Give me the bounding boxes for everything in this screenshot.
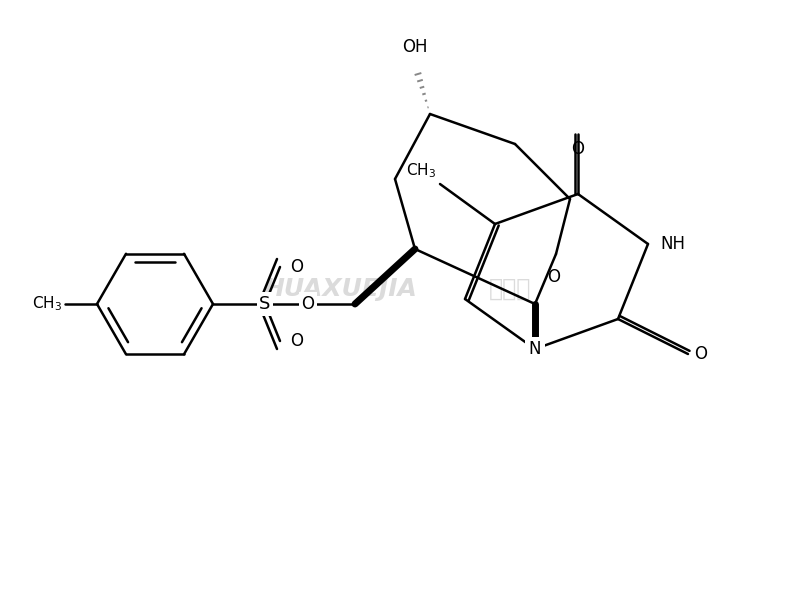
Text: S: S [259, 295, 270, 313]
Text: 化学加: 化学加 [488, 277, 531, 301]
Text: O: O [572, 140, 584, 158]
Text: NH: NH [660, 235, 685, 253]
Text: OH: OH [402, 38, 427, 56]
Text: CH$_3$: CH$_3$ [406, 161, 436, 180]
Text: HUAXUEJIA: HUAXUEJIA [263, 277, 417, 301]
Text: O: O [290, 258, 303, 276]
Text: O: O [547, 268, 561, 286]
Text: CH$_3$: CH$_3$ [32, 295, 62, 313]
Text: O: O [301, 295, 315, 313]
Text: O: O [290, 332, 303, 350]
Text: O: O [694, 345, 707, 363]
Text: N: N [529, 340, 542, 358]
